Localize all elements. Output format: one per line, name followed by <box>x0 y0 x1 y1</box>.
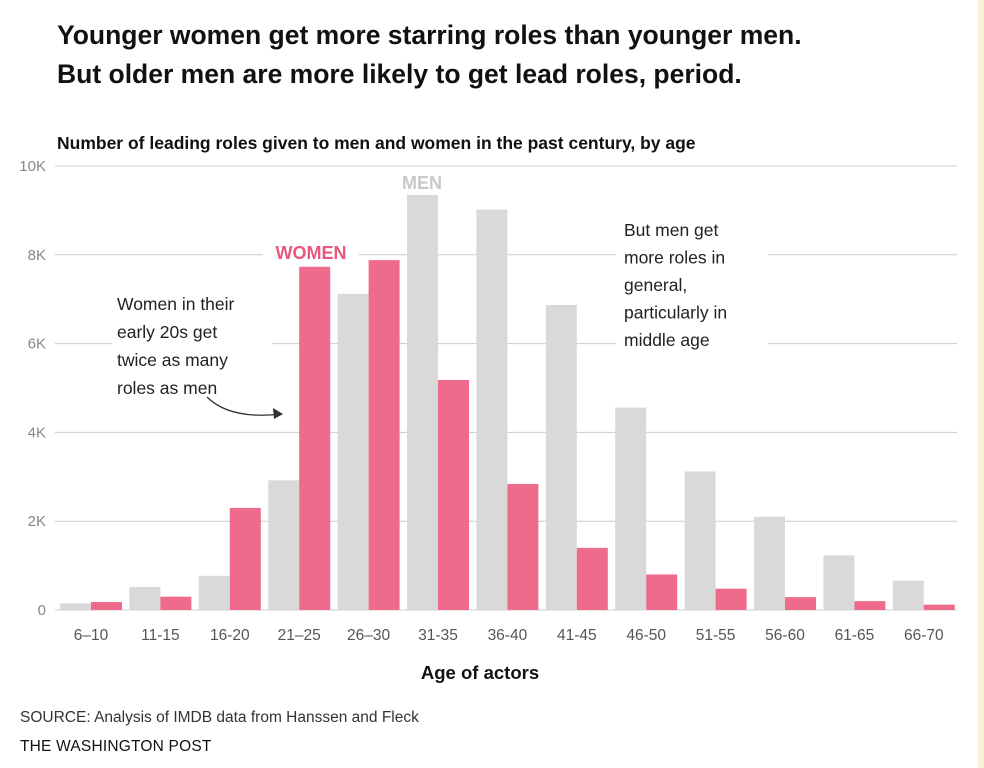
x-axis-label: Age of actors <box>421 662 539 683</box>
men-series-label: MEN <box>402 173 442 193</box>
arrow-head <box>273 408 283 419</box>
women-note-line: early 20s get <box>117 322 217 342</box>
men-bar <box>684 471 716 610</box>
women-note-line: roles as men <box>117 378 217 398</box>
x-tick-label: 21–25 <box>278 627 321 644</box>
x-tick-label: 46-50 <box>626 627 666 644</box>
y-tick-label: 8K <box>28 247 46 264</box>
y-tick-label: 10K <box>19 158 46 175</box>
x-tick-label: 56-60 <box>765 627 805 644</box>
headline: Younger women get more starring roles th… <box>57 16 967 94</box>
men-bar <box>545 304 577 610</box>
women-bar <box>923 604 955 610</box>
men-bar <box>476 209 508 610</box>
men-note-line: particularly in <box>624 303 727 323</box>
women-bar <box>438 380 469 610</box>
women-label-bg <box>263 240 359 264</box>
x-tick-label: 31-35 <box>418 627 458 644</box>
men-bar <box>615 407 647 610</box>
x-tick-label: 41-45 <box>557 627 597 644</box>
women-bar <box>299 266 331 610</box>
women-bar <box>715 588 747 610</box>
women-bar <box>160 596 192 610</box>
women-bar <box>229 507 261 610</box>
annotation-arrow <box>206 396 283 416</box>
men-note-line: more roles in <box>624 248 725 268</box>
men-bar <box>198 575 230 610</box>
women-note-line: Women in their <box>117 294 235 314</box>
x-tick-label: 26–30 <box>347 627 390 644</box>
x-tick-labels: 6–10 11-15 16-20 21–25 26–30 31-35 36-40 41-45 4… <box>74 627 944 644</box>
women-bar <box>854 601 886 610</box>
source-note: SOURCE: Analysis of IMDB data from Hanss… <box>20 709 419 726</box>
bars <box>60 194 955 611</box>
men-label-bg <box>396 170 448 192</box>
y-tick-label: 2K <box>28 513 46 530</box>
women-bar <box>91 602 122 610</box>
men-bar <box>823 555 855 610</box>
women-bar <box>576 547 608 610</box>
x-tick-label: 36-40 <box>488 627 528 644</box>
men-note-line: middle age <box>624 330 710 350</box>
men-bar <box>407 194 438 611</box>
women-bar <box>368 260 400 610</box>
men-note-line: general, <box>624 275 687 295</box>
men-bar <box>129 586 161 610</box>
x-tick-label: 11-15 <box>141 627 180 644</box>
x-tick-label: 61-65 <box>835 627 875 644</box>
women-bar <box>507 483 539 610</box>
y-tick-label: 0 <box>38 602 46 619</box>
bar-chart: Number of leading roles given to men and… <box>19 133 957 683</box>
x-tick-label: 66-70 <box>904 627 944 644</box>
women-note-bg <box>112 288 272 400</box>
headline-line-1: Younger women get more starring roles th… <box>57 20 802 50</box>
women-note-line: twice as many <box>117 350 228 370</box>
men-note-line: But men get <box>624 220 718 240</box>
headline-line-2: But older men are more likely to get lea… <box>57 59 742 89</box>
men-bar <box>60 603 91 610</box>
men-bar <box>268 480 300 610</box>
x-tick-label: 51-55 <box>696 627 736 644</box>
men-bar <box>337 293 369 610</box>
women-bar <box>785 597 816 610</box>
y-tick-label: 4K <box>28 424 46 441</box>
x-tick-label: 6–10 <box>74 627 109 644</box>
publisher-credit: THE WASHINGTON POST <box>20 738 212 755</box>
chart-title: Number of leading roles given to men and… <box>57 133 696 153</box>
page-edge <box>978 0 984 768</box>
women-bar <box>646 574 678 610</box>
women-series-label: WOMEN <box>276 243 347 263</box>
x-tick-label: 16-20 <box>210 627 250 644</box>
annotations: WOMEN MEN Women in their early 20s get twice… <box>112 170 768 419</box>
men-note-bg <box>616 214 768 354</box>
men-bar <box>754 516 785 610</box>
y-tick-label: 6K <box>28 336 46 353</box>
men-bar <box>892 580 924 610</box>
